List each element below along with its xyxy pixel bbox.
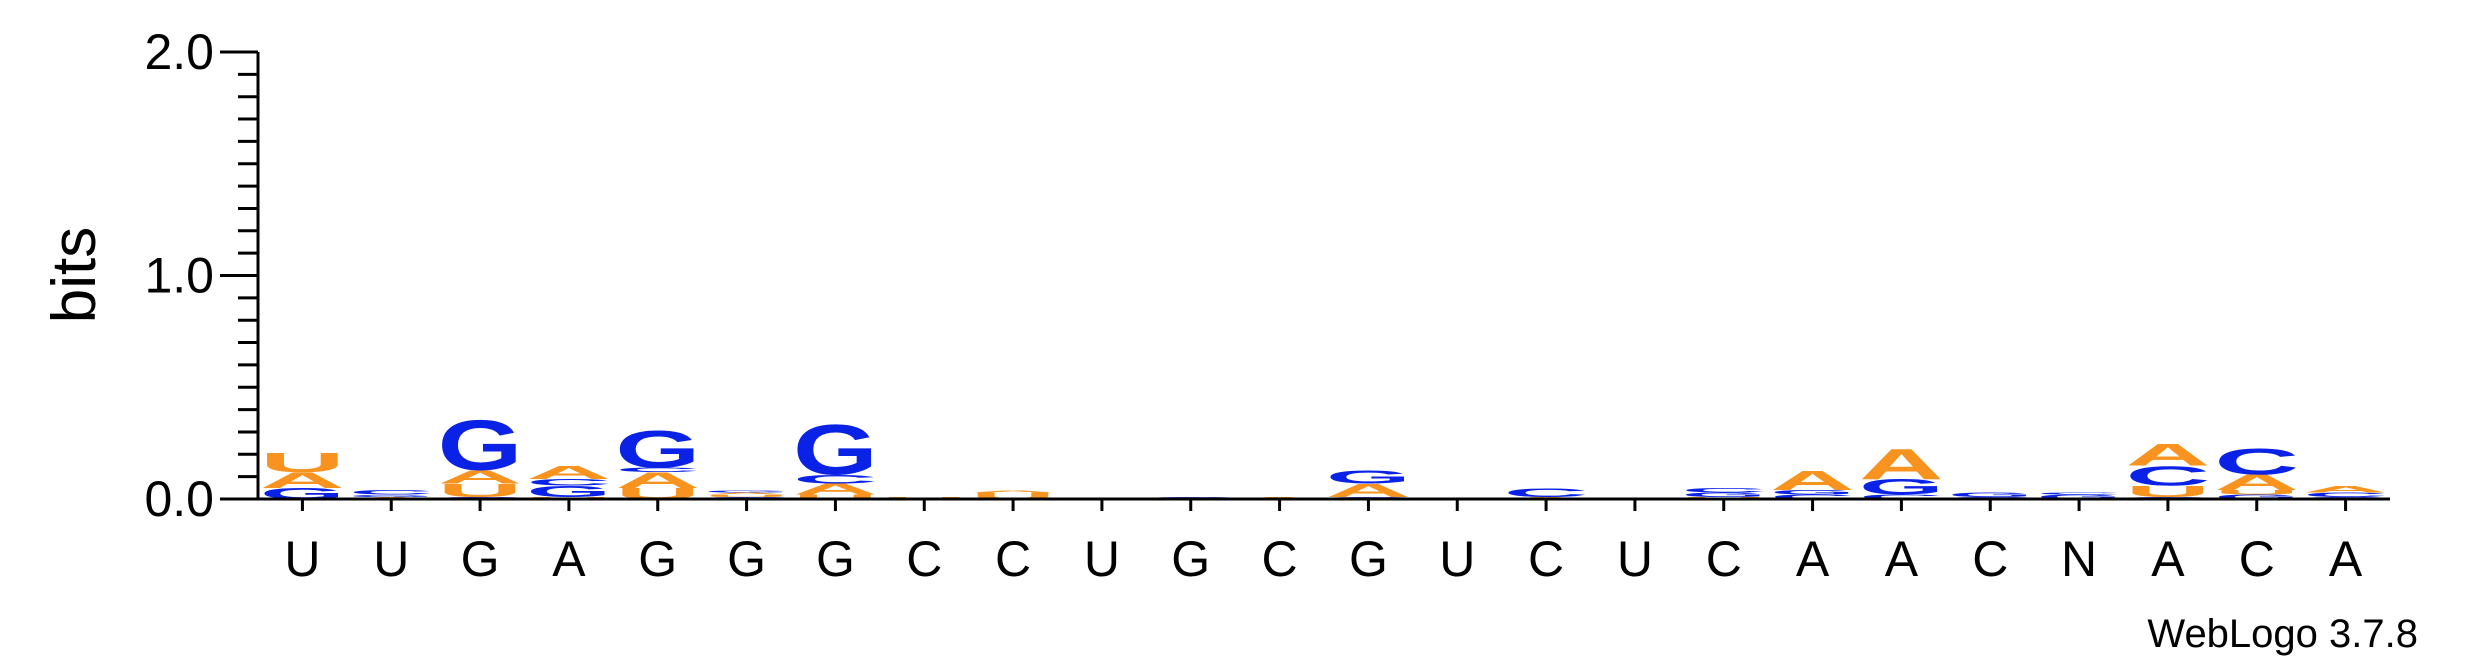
logo-letter-c: C [615,467,700,474]
logo-letter-a: A [2126,438,2211,473]
logo-letter-u: U [971,491,1056,501]
y-tick-label: 0.0 [144,471,214,527]
logo-stack: GUCA [2126,438,2211,500]
logo-letter-u: U [260,447,345,478]
logo-letter-c: C [793,472,878,486]
x-tick-label: A [552,531,586,587]
logo-letter-c: C [1681,487,1766,494]
logo-letter-c: C [1770,493,1855,500]
x-tick-label: C [2239,531,2275,587]
x-tick-label: N [2061,531,2097,587]
logo-letter-u: U [2214,489,2299,496]
logo-letter-a: A [615,468,700,492]
logo-letter-a: A [1770,465,1855,496]
logo-letter-c: C [2126,461,2211,492]
logo-letter-c: C [2303,491,2388,498]
logo-letter-c: C [527,477,612,487]
x-tick-label: C [1972,531,2008,587]
x-tick-label: A [2151,531,2185,587]
logo-letter-u: U [793,493,878,500]
logo-letter-a: A [704,492,789,495]
logo-stack: UA [971,489,1056,501]
x-tick-label: A [2329,531,2363,587]
x-tick-label: G [461,531,500,587]
logo-letter-c: C [1504,485,1589,499]
x-tick-label: A [1796,531,1830,587]
logo-stack: CGA [1859,440,1944,501]
logo-letter-a: A [1326,480,1411,501]
logo-letter-g: G [1859,475,1944,499]
x-tick-label: U [1439,531,1475,587]
logo-letter-c: C [1859,493,1944,500]
logo-letter-a: A [793,480,878,497]
logo-letter-a: A [260,468,345,492]
logo-letter-g: G [704,490,789,493]
y-axis: 0.0 1.0 2.0 [144,24,260,527]
y-tick-label: 2.0 [144,24,214,80]
logo-letter-a: A [2214,471,2299,495]
x-tick-label: C [1706,531,1742,587]
x-tick-label: U [284,531,320,587]
logo-letter-g: G [349,494,434,497]
x-tick-label: C [995,531,1031,587]
logo-letter-g: G [1326,466,1411,487]
x-tick-label: U [1084,531,1120,587]
logo-letter-u: U [2126,483,2211,500]
logo-letter-g: G [1948,491,2033,498]
logo-letter-c: C [2214,441,2299,482]
logo-letter-u: U [704,494,789,497]
logo-letter-u: U [438,480,523,501]
logo-stack: GCA [2303,484,2388,500]
logo-letter-g: G [615,420,700,479]
logo-stacks: GAUAGCCUAGUGCAUACGCUAGUACGUUAGCACAGAACAU… [260,406,2388,503]
x-tick-label: G [1349,531,1388,587]
logo-letter-c: C [2037,492,2122,495]
logo-letter-g: G [2037,493,2122,500]
y-tick-label: 1.0 [144,248,214,304]
logo-letter-g: G [1681,491,1766,498]
logo-stack: UGCA [527,462,612,500]
logo-stack: GAU [260,447,345,502]
logo-letter-a: A [971,489,1056,492]
x-tick-label: G [727,531,766,587]
logo-stack: CAG [1326,466,1411,500]
logo-letter-g: G [527,483,612,501]
logo-letter-c: C [349,489,434,496]
x-tick-label: G [638,531,677,587]
x-tick-label: U [1617,531,1653,587]
logo-letter-g: G [1770,489,1855,496]
logo-letter-g: G [2214,493,2299,500]
logo-stack: GC [2037,492,2122,501]
x-tick-label: C [906,531,942,587]
x-tick-label: C [1262,531,1298,587]
weblogo-credit: WebLogo 3.7.8 [2147,612,2418,656]
logo-letter-a: A [2303,484,2388,494]
logo-letter-a: A [438,467,523,488]
x-tick-label: G [1171,531,1210,587]
x-tick-label: G [816,531,855,587]
y-axis-title: bits [40,227,109,323]
logo-letter-a: A [527,462,612,483]
logo-stack: CGA [1770,465,1855,500]
logo-letter-a: A [1859,440,1944,489]
x-tick-label: C [1528,531,1564,587]
logo-letter-g: G [438,406,523,486]
x-tick-label: A [1885,531,1919,587]
x-tick-label: U [373,531,409,587]
logo-letter-g: G [793,410,878,490]
